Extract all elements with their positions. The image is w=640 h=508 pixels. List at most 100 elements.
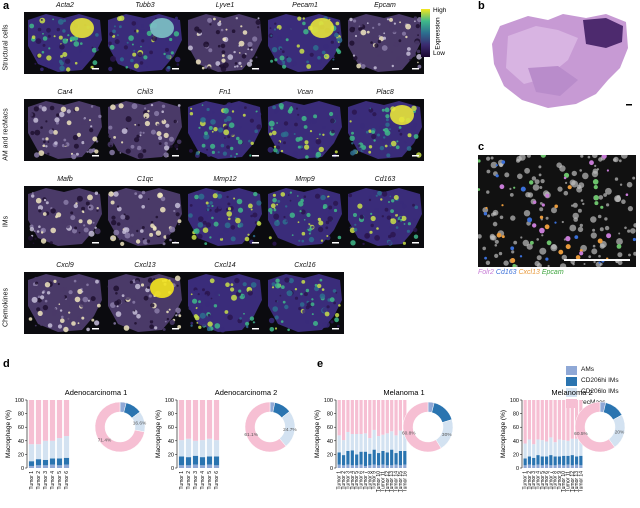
donut-label: 24.7% <box>283 427 297 433</box>
bar-segment <box>346 400 350 432</box>
bar-segment <box>346 431 350 451</box>
tissue-expression-tile <box>184 272 264 334</box>
x-tick-label: Tumor 5 <box>540 471 546 490</box>
x-tick-label: Tumor 5 <box>207 471 213 490</box>
y-tick-label: 100 <box>510 398 519 404</box>
bar-segment <box>570 455 574 466</box>
bar-segment <box>185 465 192 468</box>
panel-label-d: d <box>3 358 10 370</box>
bar-segment <box>35 465 42 468</box>
bar-segment <box>346 451 350 465</box>
bar-segment <box>523 400 527 444</box>
bar-segment <box>553 400 557 443</box>
gene-label: Vcan <box>297 89 313 96</box>
tissue-expression-tile <box>264 186 344 248</box>
gene-label: Acta2 <box>56 2 74 9</box>
fluorescence-image <box>477 151 638 270</box>
y-tick-label: 0 <box>330 466 333 472</box>
bar-segment <box>544 456 549 465</box>
marker-folr2: Folr2 <box>478 269 494 276</box>
bar-segment <box>192 455 199 465</box>
bar-segment <box>185 400 192 439</box>
x-tick-label: Tumor 1 <box>29 471 35 490</box>
marker-epcam: Epcam <box>541 269 564 276</box>
bar-segment <box>540 440 544 457</box>
bar-segment <box>549 437 553 456</box>
gene-label: C1qc <box>136 176 154 183</box>
bar-segment <box>398 465 403 468</box>
bar-segment <box>35 400 42 445</box>
gene-label: Cxcl14 <box>214 262 236 269</box>
bar-segment <box>385 452 389 466</box>
bar-segment <box>394 464 398 468</box>
y-tick-label: 20 <box>513 452 519 458</box>
tissue-expression-tile <box>344 12 424 74</box>
bar-segment <box>199 457 206 466</box>
bar-segment <box>337 400 341 436</box>
tissue-expression-tile <box>344 186 424 248</box>
bar-segment <box>376 465 381 468</box>
bar-segment <box>527 439 532 457</box>
gene-label: Mafb <box>57 176 73 183</box>
tissue-expression-tile <box>24 272 104 334</box>
bar-segment <box>540 400 544 441</box>
donut-label: 60.5% <box>574 431 588 437</box>
panel-label-a: a <box>3 0 10 12</box>
bar-segment <box>527 400 532 440</box>
y-tick-label: 100 <box>15 398 24 404</box>
x-tick-label: Tumor 4 <box>350 471 356 490</box>
bar-segment <box>341 400 346 441</box>
chart-title: Melanoma 2 <box>551 388 592 397</box>
y-tick-label: 0 <box>21 466 24 472</box>
legend-swatch-ams <box>566 366 577 375</box>
bar-segment <box>355 454 359 466</box>
bar-segment <box>42 465 49 468</box>
gene-label: Epcam <box>374 2 396 9</box>
tissue-expression-tile <box>24 99 104 161</box>
bar-segment <box>579 440 583 456</box>
bar-segment <box>570 465 574 468</box>
x-tick-label: Tumor 9 <box>372 471 378 490</box>
bar-segment <box>359 400 363 434</box>
colorbar-low-label: Low <box>433 50 445 57</box>
gene-label: Mmp12 <box>213 176 237 183</box>
x-tick-label: Tumor 7 <box>548 471 554 490</box>
bar-segment <box>372 429 376 450</box>
legend-label-recmacs: recMacs <box>581 399 606 406</box>
bar-segment <box>35 444 42 460</box>
bar-segment <box>63 457 70 465</box>
bar-segment <box>403 434 407 451</box>
bar-segment <box>355 400 359 434</box>
donut-label: 60.8% <box>402 430 416 436</box>
bar-segment <box>381 434 385 451</box>
bar-segment <box>403 451 407 465</box>
bar-segment <box>372 400 376 430</box>
bar-segment <box>540 456 544 466</box>
bar-segment <box>390 449 394 466</box>
gene-label: Car4 <box>57 89 73 96</box>
bar-segment <box>532 465 536 468</box>
x-tick-label: Tumor 8 <box>367 471 373 490</box>
tissue-expression-tile <box>264 272 344 334</box>
x-tick-label: Tumor 7 <box>363 471 369 490</box>
bar-segment <box>381 464 385 468</box>
bar-segment <box>549 465 553 468</box>
bar-segment <box>574 464 579 468</box>
marker-cxcl13: Cxcl13 <box>518 269 540 276</box>
x-tick-label: Tumor 9 <box>557 471 563 490</box>
bar-segment <box>363 465 368 468</box>
legend-label-cd206hi: CD206hi IMs <box>581 377 619 384</box>
x-tick-label: Tumor 5 <box>57 471 63 490</box>
x-tick-label: Tumor 4 <box>50 471 56 490</box>
y-tick-label: 0 <box>171 466 174 472</box>
tissue-expression-tile <box>184 99 264 161</box>
panel-a-tissue-grid: Structural cells Acta2 Tubb3 Lyve1 Pecam1 Epc… <box>3 2 424 334</box>
bar-segment <box>49 458 56 465</box>
panel-label-b: b <box>478 0 485 12</box>
bar-segment <box>192 440 199 456</box>
bar-segment <box>350 465 354 468</box>
x-tick-label: Tumor 10 <box>376 471 382 492</box>
bar-segment <box>566 464 570 468</box>
bar-segment <box>536 455 540 465</box>
y-tick-label: 20 <box>327 452 333 458</box>
